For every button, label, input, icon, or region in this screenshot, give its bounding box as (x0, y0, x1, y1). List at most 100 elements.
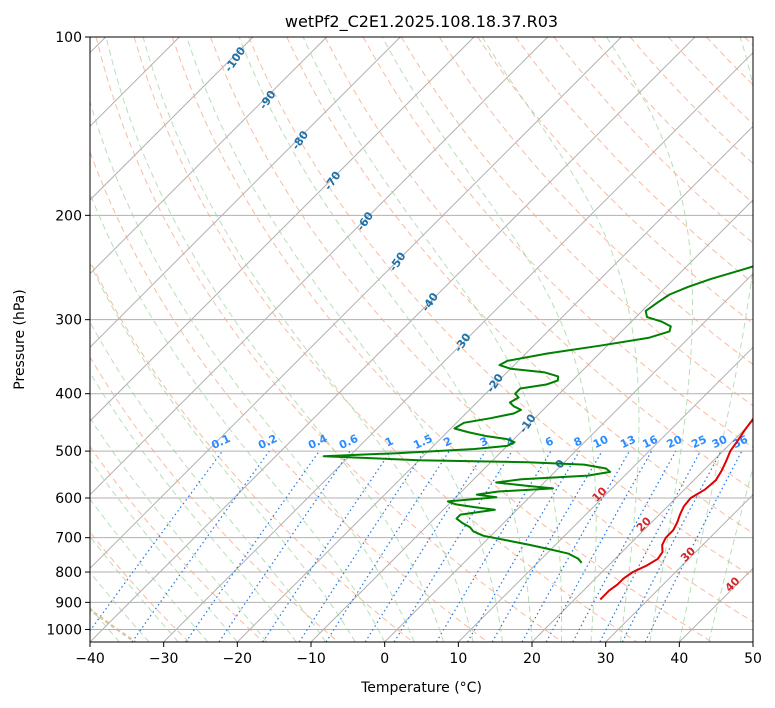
moist-adiabat-line (90, 262, 356, 642)
moist-adiabat-line (302, 37, 563, 642)
isotherm-line (90, 37, 696, 642)
isotherm-line (457, 346, 753, 642)
isotherm-line (90, 37, 254, 201)
dry-adiabat-line (90, 259, 414, 642)
dry-adiabat-line (95, 37, 563, 642)
mixing-ratio-label: 30 (710, 433, 730, 451)
dry-adiabat-line (248, 37, 753, 578)
moist-adiabat-line (90, 417, 268, 642)
moist-adiabat-line (678, 37, 753, 642)
pressure-grid (90, 37, 753, 630)
moist-adiabat-line (186, 37, 503, 642)
mixing-ratio-line (435, 450, 552, 642)
isotherm-line (531, 420, 753, 642)
isotherm-line (90, 37, 475, 422)
isotherm-line (90, 37, 622, 570)
dry-adiabat-line (133, 37, 638, 642)
isotherm-line (605, 493, 753, 642)
moist-adiabat-line (238, 37, 533, 642)
x-tick-label: −40 (75, 651, 105, 667)
mixing-ratio-line (393, 450, 513, 642)
x-tick-label: 0 (380, 651, 389, 667)
mixing-ratio-line (599, 450, 702, 642)
dry-adiabat-line (286, 37, 753, 534)
mixing-ratio-label: 36 (731, 433, 751, 451)
mixing-ratio-line (262, 450, 392, 642)
y-axis-ticks: 100 200 300 400 500 600 700 800 900 1000 (46, 30, 90, 638)
moist-adiabat-line (606, 37, 693, 642)
moist-adiabat-line (708, 465, 753, 642)
chart-title: wetPf2_C2E1.2025.108.18.37.R03 (285, 12, 558, 32)
moist-adiabat-line (90, 571, 150, 642)
mixing-ratio-line (298, 450, 425, 642)
y-tick-label: 100 (55, 30, 82, 46)
moist-adiabat-line (90, 99, 415, 642)
mixing-ratio-line (364, 450, 486, 642)
x-tick-label: 20 (523, 651, 541, 667)
mixing-ratio-label: 16 (640, 433, 660, 451)
moist-adiabat-line (142, 37, 474, 642)
y-tick-label: 800 (55, 565, 82, 581)
isotherm-line (90, 37, 328, 275)
moist-adiabat-line (90, 459, 238, 642)
dry-adiabat-line (438, 37, 753, 366)
x-tick-label: −10 (296, 651, 326, 667)
temperature-profile (599, 417, 753, 601)
mixing-ratio-line (185, 450, 320, 642)
dry-adiabat-line (171, 37, 712, 642)
y-tick-label: 700 (55, 531, 82, 547)
dry-adiabat-line (324, 37, 753, 491)
dry-adiabat-line (210, 37, 753, 623)
mixing-ratio-label: 20 (665, 433, 685, 451)
y-tick-label: 400 (55, 387, 82, 403)
isotherm-line (90, 37, 401, 349)
x-tick-label: 30 (597, 651, 615, 667)
isotherm-line (384, 272, 753, 642)
moist-adiabat-line (481, 37, 640, 642)
dry-adiabat-line (90, 150, 488, 642)
x-axis-label: Temperature (°C) (360, 680, 482, 696)
y-tick-label: 200 (55, 208, 82, 224)
dry-adiabat-line (90, 445, 264, 642)
mixing-ratio-line (325, 450, 450, 642)
moist-adiabat-line (90, 498, 209, 642)
x-axis-ticks: −40 −30 −20 −10 0 10 20 30 40 50 (75, 642, 762, 667)
moist-adiabat-lines (90, 37, 753, 642)
y-tick-label: 600 (55, 491, 82, 507)
moist-adiabat-line (381, 37, 597, 642)
moist-adiabat-line (90, 321, 327, 642)
dewpoint-profile (322, 265, 753, 564)
x-tick-label: 10 (449, 651, 467, 667)
moist-adiabat-line (105, 37, 445, 642)
isotherm-lines (90, 37, 753, 642)
x-tick-label: 50 (744, 651, 762, 667)
plot-frame (89, 36, 754, 643)
x-tick-label: 40 (670, 651, 688, 667)
y-tick-label: 1000 (46, 622, 82, 638)
y-axis-label: Pressure (hPa) (12, 289, 28, 389)
y-tick-label: 300 (55, 313, 82, 329)
mixing-ratio-line (572, 450, 677, 642)
moist-adiabat-line (90, 371, 297, 642)
isotherm-line (163, 51, 753, 642)
sounding-series (322, 265, 753, 601)
mixing-ratio-label: 10 (591, 433, 611, 451)
dry-adiabat-line (90, 356, 339, 642)
x-tick-label: −20 (223, 651, 253, 667)
y-tick-label: 900 (55, 595, 82, 611)
isotherm-line (90, 37, 549, 496)
y-tick-label: 500 (55, 444, 82, 460)
mixing-ratio-lines (90, 450, 743, 642)
dry-adiabat-line (477, 37, 753, 325)
mixing-ratio-line (218, 450, 351, 642)
moist-adiabat-line (90, 535, 179, 642)
x-tick-label: −30 (149, 651, 179, 667)
mixing-ratio-line (466, 450, 580, 642)
isotherm-line (236, 125, 753, 642)
moist-adiabat-line (90, 192, 386, 642)
dry-adiabat-lines (90, 37, 753, 642)
mixing-ratio-label: 25 (689, 433, 708, 451)
mixing-ratio-label: 13 (618, 433, 637, 451)
